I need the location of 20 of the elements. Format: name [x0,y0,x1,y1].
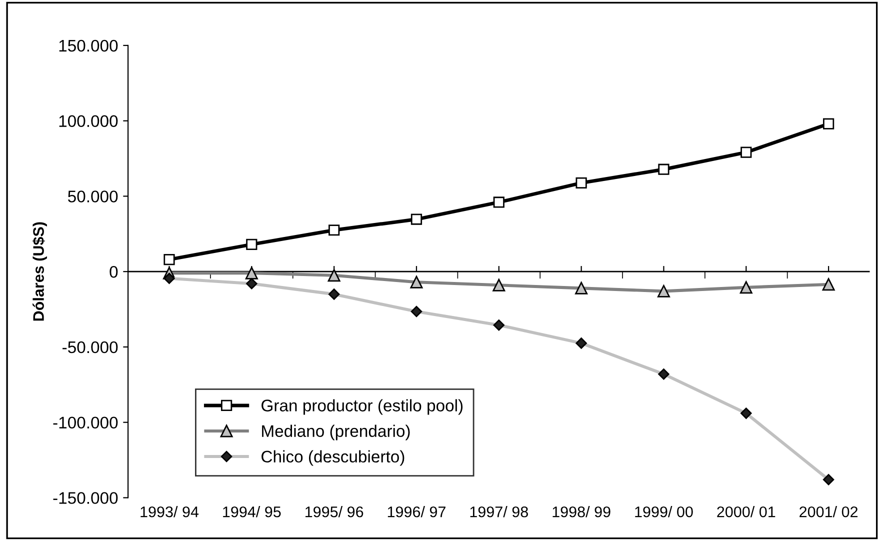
x-tick-label: 1994/ 95 [223,506,281,518]
x-tick-label: 1993/ 94 [140,506,199,518]
x-tick-label: 2001/ 02 [800,506,858,518]
y-tick-label: 150.000 [59,40,118,52]
legend-label: Chico (descubierto) [262,450,404,466]
y-tick-label: 100.000 [59,115,118,128]
y-tick-label: -50.000 [62,341,118,354]
x-tick-label: 2000/ 01 [717,506,776,518]
y-tick-label: 0 [110,266,118,278]
x-tick-label: 1998/ 99 [552,506,610,518]
legend-label: Mediano (prendario) [262,424,410,440]
legend-label: Gran productor (estilo pool) [262,399,463,415]
x-tick-label: 1999/ 00 [635,506,693,518]
x-tick-label: 1997/ 98 [470,506,528,518]
y-axis-title: Dólares (U$S) [32,222,47,321]
y-tick-label: 50.000 [68,190,118,202]
x-tick-label: 1996/ 97 [388,506,446,518]
y-tick-label: -100.000 [53,416,118,429]
x-tick-label: 1995/ 96 [306,506,364,518]
y-tick-label: -150.000 [53,492,118,504]
